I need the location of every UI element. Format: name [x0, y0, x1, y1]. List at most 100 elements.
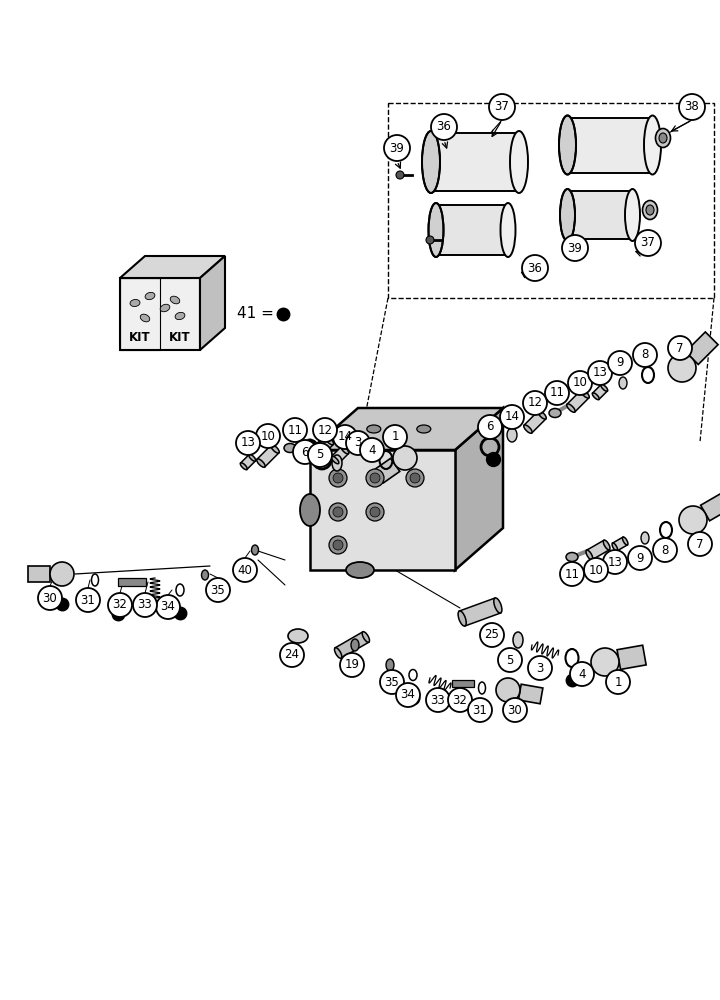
Circle shape [133, 593, 157, 617]
Circle shape [503, 698, 527, 722]
Circle shape [406, 469, 424, 487]
Ellipse shape [366, 425, 381, 433]
Text: 39: 39 [567, 241, 582, 254]
Bar [310, 450, 455, 570]
Circle shape [562, 235, 588, 261]
Text: 24: 24 [284, 648, 300, 662]
Text: 8: 8 [661, 544, 669, 556]
Circle shape [591, 648, 619, 676]
Polygon shape [587, 540, 609, 560]
Text: 9: 9 [636, 552, 644, 564]
Circle shape [50, 562, 74, 586]
Circle shape [329, 503, 347, 521]
Bar [388, 103, 714, 298]
Text: 38: 38 [685, 101, 699, 113]
Bar [120, 278, 160, 350]
Circle shape [383, 425, 407, 449]
Ellipse shape [655, 128, 670, 147]
Ellipse shape [351, 639, 359, 651]
Circle shape [588, 361, 612, 385]
Bar [118, 578, 146, 586]
Text: 35: 35 [211, 584, 225, 596]
Ellipse shape [625, 189, 640, 241]
Polygon shape [312, 437, 333, 457]
Text: 12: 12 [318, 424, 333, 436]
Bar [567, 117, 652, 172]
Text: 32: 32 [112, 598, 127, 611]
Text: KIT: KIT [129, 331, 150, 344]
Text: 39: 39 [390, 141, 405, 154]
Text: 41 =: 41 = [237, 306, 279, 322]
Text: 33: 33 [431, 694, 446, 706]
Ellipse shape [288, 629, 308, 643]
Bar [436, 205, 508, 255]
Circle shape [496, 678, 520, 702]
Ellipse shape [507, 428, 517, 442]
Ellipse shape [567, 404, 575, 412]
Bar [431, 133, 519, 191]
Text: 19: 19 [344, 658, 359, 672]
Text: 5: 5 [316, 448, 324, 462]
Ellipse shape [623, 537, 628, 545]
Text: 13: 13 [593, 366, 608, 379]
Ellipse shape [549, 408, 561, 418]
Ellipse shape [130, 299, 140, 307]
Circle shape [380, 670, 404, 694]
Circle shape [370, 473, 380, 483]
Ellipse shape [325, 436, 333, 445]
Circle shape [333, 425, 357, 449]
Ellipse shape [284, 444, 296, 452]
Ellipse shape [346, 562, 374, 578]
Circle shape [523, 391, 547, 415]
Circle shape [498, 648, 522, 672]
Ellipse shape [642, 200, 657, 220]
Circle shape [679, 506, 707, 534]
Text: 10: 10 [588, 564, 603, 576]
Circle shape [560, 562, 584, 586]
Text: 35: 35 [384, 676, 400, 688]
Text: 13: 13 [240, 436, 256, 450]
Polygon shape [120, 256, 225, 278]
Text: 14: 14 [505, 410, 520, 424]
Circle shape [256, 424, 280, 448]
Text: 11: 11 [287, 424, 302, 436]
Ellipse shape [422, 131, 440, 193]
Ellipse shape [603, 540, 610, 550]
Circle shape [603, 550, 627, 574]
Circle shape [478, 415, 502, 439]
Ellipse shape [586, 550, 593, 560]
Circle shape [668, 336, 692, 360]
Ellipse shape [510, 131, 528, 193]
Polygon shape [613, 537, 627, 551]
Circle shape [360, 438, 384, 462]
Circle shape [370, 507, 380, 517]
Ellipse shape [362, 632, 369, 642]
Circle shape [426, 688, 450, 712]
Ellipse shape [175, 312, 185, 320]
Bar [452, 680, 474, 687]
Text: 11: 11 [564, 568, 580, 580]
Ellipse shape [600, 384, 608, 391]
Text: 30: 30 [508, 704, 523, 716]
Ellipse shape [458, 611, 467, 626]
Circle shape [236, 431, 260, 455]
Text: 34: 34 [161, 600, 176, 613]
Circle shape [393, 446, 417, 470]
Ellipse shape [240, 463, 247, 470]
Text: KIT: KIT [169, 331, 191, 344]
Ellipse shape [581, 390, 589, 398]
Polygon shape [240, 455, 256, 469]
Polygon shape [524, 411, 546, 433]
Text: 13: 13 [608, 556, 622, 568]
Text: 37: 37 [641, 236, 655, 249]
Ellipse shape [170, 296, 180, 304]
Circle shape [448, 688, 472, 712]
Circle shape [366, 503, 384, 521]
Circle shape [76, 588, 100, 612]
Ellipse shape [386, 659, 394, 671]
Text: 10: 10 [572, 376, 588, 389]
Polygon shape [701, 491, 720, 521]
Circle shape [396, 683, 420, 707]
Circle shape [570, 662, 594, 686]
Text: 8: 8 [642, 349, 649, 361]
